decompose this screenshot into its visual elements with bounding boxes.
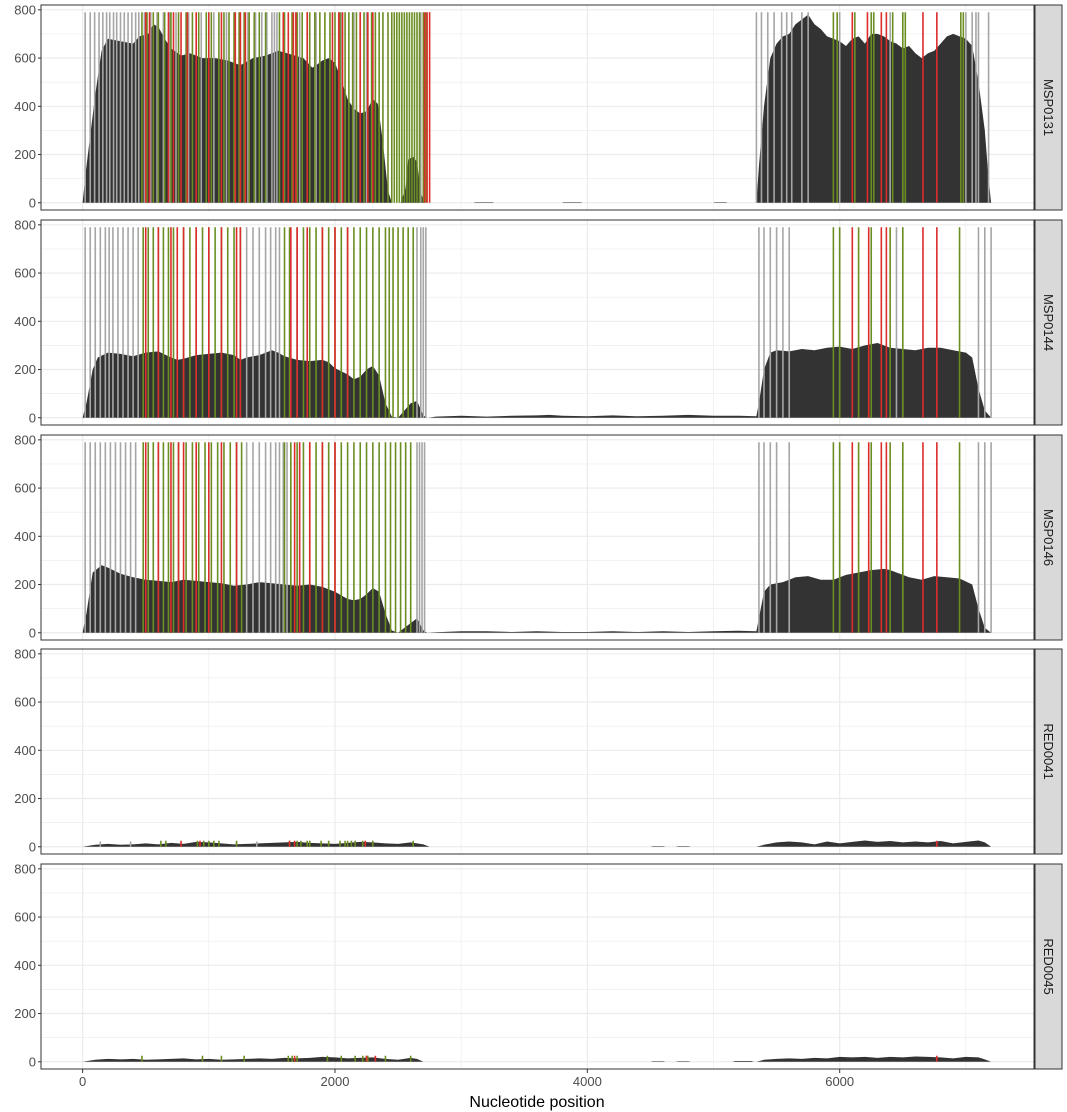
y-tick-label: 800: [14, 861, 36, 876]
panel-grid: [41, 864, 1034, 1069]
y-tick-label: 400: [14, 529, 36, 544]
y-tick-label: 400: [14, 99, 36, 114]
y-tick-label: 200: [14, 147, 36, 162]
panel-border: [40, 219, 1035, 426]
y-tick-label: 0: [29, 410, 36, 425]
y-tick-label: 600: [14, 51, 36, 66]
y-tick-label: 0: [29, 625, 36, 640]
y-tick-label: 800: [14, 217, 36, 232]
facet-strip-label: MSP0144: [1041, 294, 1056, 351]
y-tick-label: 600: [14, 695, 36, 710]
y-tick-label: 0: [29, 839, 36, 854]
y-tick-label: 200: [14, 577, 36, 592]
x-axis-title: Nucleotide position: [469, 1094, 604, 1111]
facet-strip-label: RED0045: [1041, 938, 1056, 994]
x-tick-label: 6000: [825, 1074, 854, 1089]
y-tick-label: 600: [14, 481, 36, 496]
y-tick-label: 0: [29, 195, 36, 210]
x-tick-label: 4000: [573, 1074, 602, 1089]
facet-panel-red0045: 0 200 400 600 800 RED0045: [14, 861, 1063, 1070]
facet-panel-msp0146: 0 200 400 600 800 MSP0146: [14, 432, 1063, 641]
y-tick-label: 400: [14, 314, 36, 329]
facet-strip-label: MSP0146: [1041, 509, 1056, 566]
y-tick-label: 800: [14, 2, 36, 17]
facet-strip: [1034, 434, 1063, 641]
y-tick-label: 800: [14, 646, 36, 661]
y-tick-label: 600: [14, 266, 36, 281]
y-tick-label: 600: [14, 910, 36, 925]
panel-border: [40, 863, 1035, 1070]
coverage-area: [82, 1056, 992, 1062]
x-tick-label: 0: [79, 1074, 86, 1089]
facet-strip: [1034, 648, 1063, 855]
y-tick-label: 200: [14, 362, 36, 377]
facet-strip-label: MSP0131: [1041, 79, 1056, 136]
panel-background: [41, 649, 1034, 854]
y-tick-label: 800: [14, 432, 36, 447]
facet-panel-msp0131: 0 200 400 600 800 MSP0131: [14, 2, 1063, 211]
panel-border: [40, 434, 1035, 641]
facet-strip: [1034, 219, 1063, 426]
facet-strip: [1034, 863, 1063, 1070]
panel-background: [41, 864, 1034, 1069]
x-tick-label: 2000: [321, 1074, 350, 1089]
facet-panel-msp0144: 0 200 400 600 800 MSP0144: [14, 217, 1063, 426]
y-tick-label: 200: [14, 791, 36, 806]
y-tick-label: 0: [29, 1054, 36, 1069]
facet-strip-label: RED0041: [1041, 723, 1056, 779]
facet-strip: [1034, 4, 1063, 211]
y-tick-label: 400: [14, 958, 36, 973]
facet-panel-red0041: 0 200 400 600 800 RED0041: [14, 646, 1063, 855]
y-tick-label: 200: [14, 1006, 36, 1021]
panel-border: [40, 4, 1035, 211]
panel-border: [40, 648, 1035, 855]
y-tick-label: 400: [14, 743, 36, 758]
